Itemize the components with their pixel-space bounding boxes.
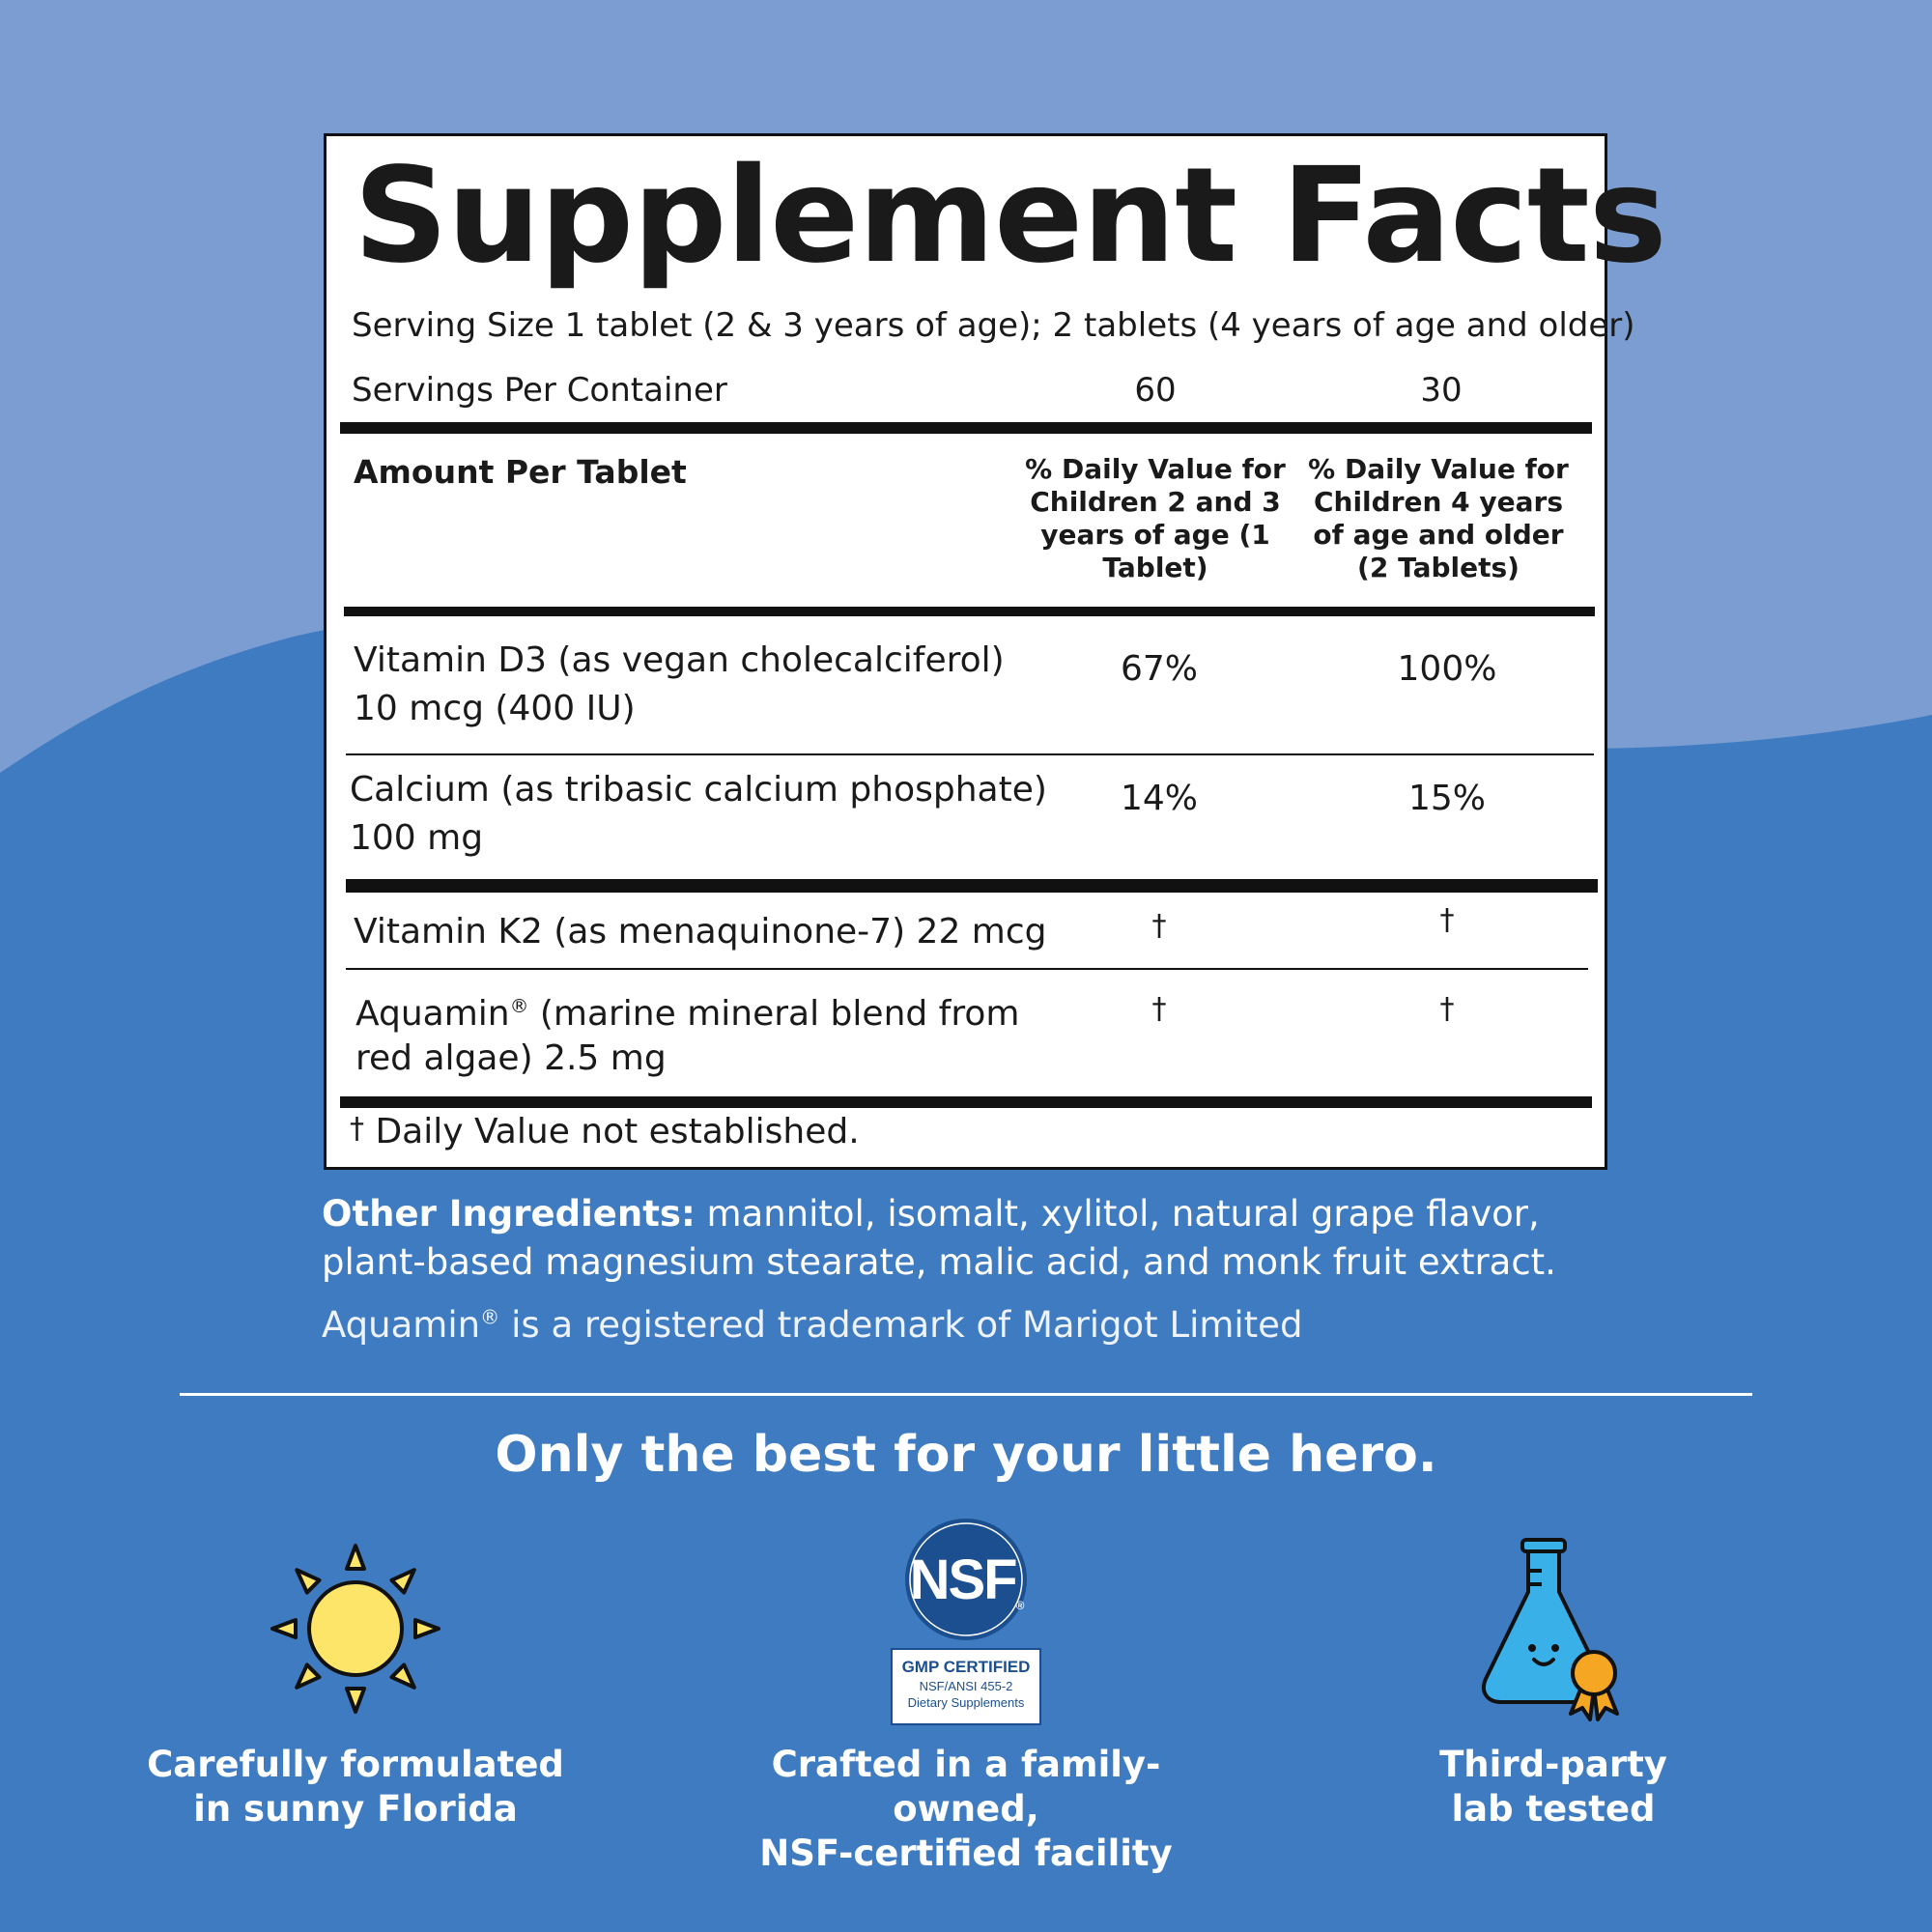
- nutrient-aquamin: Aquamin® (marine mineral blend from red …: [355, 982, 1019, 1083]
- nutrient-line: Aquamin® (marine mineral blend from: [355, 982, 1019, 1038]
- other-ingredients: Other Ingredients: mannitol, isomalt, xy…: [322, 1190, 1556, 1287]
- feature-nsf-facility: Crafted in a family-owned, NSF-certified…: [715, 1743, 1217, 1876]
- servings-per-container-kids-4-plus: 30: [1420, 371, 1463, 410]
- registered-mark: ®: [509, 995, 529, 1017]
- footnote-text: Daily Value not established.: [364, 1112, 860, 1151]
- nutrient-vitamin-k2: Vitamin K2 (as menaquinone-7) 22 mcg: [354, 908, 1047, 956]
- dv-header-kids-2-3: % Daily Value for Children 2 and 3 years…: [1025, 453, 1286, 583]
- thick-divider: [346, 879, 1598, 893]
- serving-size: Serving Size 1 tablet (2 & 3 years of ag…: [352, 306, 1635, 345]
- nsf-logo: [905, 1519, 1027, 1640]
- thin-divider: [346, 753, 1594, 755]
- dv-vitamin-k2-kids-2-3: †: [1151, 909, 1167, 943]
- registered-mark: ®: [480, 1305, 500, 1329]
- dv-vitamin-d3-kids-4-plus: 100%: [1397, 649, 1497, 689]
- panel-title: Supplement Facts: [354, 140, 1667, 293]
- feature-line: in sunny Florida: [193, 1788, 518, 1830]
- thin-divider: [346, 968, 1588, 970]
- nutrient-line: red algae) 2.5 mg: [355, 1038, 667, 1078]
- feature-line: lab tested: [1451, 1788, 1656, 1830]
- nutrient-line: 10 mcg (400 IU): [354, 689, 636, 728]
- dv-vitamin-k2-kids-4-plus: †: [1439, 903, 1455, 937]
- nutrient-calcium: Calcium (as tribasic calcium phosphate) …: [350, 766, 1047, 863]
- feature-florida: Carefully formulated in sunny Florida: [104, 1743, 607, 1832]
- thick-divider: [340, 422, 1592, 434]
- thick-divider: [344, 607, 1595, 616]
- other-ingredients-text: plant-based magnesium stearate, malic ac…: [322, 1241, 1556, 1283]
- feature-line: NSF-certified facility: [759, 1833, 1173, 1874]
- footnote: † Daily Value not established.: [350, 1112, 860, 1151]
- dv-header-kids-4-plus: % Daily Value for Children 4 years of ag…: [1308, 453, 1569, 583]
- other-ingredients-line: Other Ingredients: mannitol, isomalt, xy…: [322, 1190, 1556, 1238]
- trademark-text: is a registered trademark of Marigot Lim…: [499, 1304, 1303, 1346]
- registered-mark: ®: [1015, 1599, 1025, 1612]
- nutrient-line: Vitamin D3 (as vegan cholecalciferol): [354, 640, 1005, 680]
- nsf-letters: NSF: [909, 1548, 1018, 1611]
- trademark-note: Aquamin® is a registered trademark of Ma…: [322, 1304, 1302, 1346]
- feature-line: Carefully formulated: [147, 1744, 564, 1785]
- dagger-mark: †: [350, 1112, 364, 1146]
- amount-per-tablet-header: Amount Per Tablet: [354, 453, 687, 491]
- nsf-logo-text: NSF®: [887, 1548, 1045, 1612]
- aquamin-name: Aquamin: [355, 994, 510, 1034]
- feature-line: Third-party: [1439, 1744, 1667, 1785]
- nutrient-vitamin-d3: Vitamin D3 (as vegan cholecalciferol) 10…: [354, 637, 1005, 733]
- nutrient-line: Calcium (as tribasic calcium phosphate): [350, 770, 1047, 810]
- dv-vitamin-d3-kids-2-3: 67%: [1120, 649, 1198, 689]
- dv-calcium-kids-4-plus: 15%: [1407, 779, 1486, 818]
- thick-divider: [340, 1096, 1592, 1108]
- gmp-certified-label: GMP CERTIFIED: [901, 1658, 1031, 1676]
- dietary-supplements-label: Dietary Supplements: [907, 1695, 1025, 1710]
- other-ingredients-label: Other Ingredients:: [322, 1193, 696, 1235]
- dv-aquamin-kids-2-3: †: [1151, 992, 1167, 1026]
- other-ingredients-text: mannitol, isomalt, xylitol, natural grap…: [695, 1193, 1540, 1235]
- sun-icon: [270, 1544, 440, 1714]
- aquamin-description: (marine mineral blend from: [528, 994, 1020, 1034]
- nsf-badge-icon: NSF® GMP CERTIFIED NSF/ANSI 455-2 Dietar…: [887, 1519, 1045, 1727]
- servings-per-container-label: Servings Per Container: [352, 371, 727, 410]
- dv-calcium-kids-2-3: 14%: [1120, 779, 1198, 818]
- nutrient-line: Vitamin K2 (as menaquinone-7) 22 mcg: [354, 912, 1047, 952]
- dv-aquamin-kids-4-plus: †: [1439, 992, 1455, 1026]
- feature-line: Crafted in a family-owned,: [771, 1744, 1161, 1830]
- supplement-facts-panel: Supplement Facts Serving Size 1 tablet (…: [324, 133, 1667, 1170]
- gmp-certified-box: GMP CERTIFIED NSF/ANSI 455-2 Dietary Sup…: [891, 1648, 1041, 1725]
- nutrient-line: 100 mg: [350, 818, 484, 858]
- section-divider: [180, 1393, 1752, 1396]
- trademark-name: Aquamin: [322, 1304, 481, 1346]
- lab-flask-icon: [1482, 1538, 1619, 1721]
- servings-per-container-kids-2-3: 60: [1134, 371, 1177, 410]
- tagline: Only the best for your little hero.: [495, 1426, 1437, 1484]
- feature-lab-tested: Third-party lab tested: [1302, 1743, 1804, 1832]
- nsf-standard-label: NSF/ANSI 455-2: [919, 1679, 1013, 1693]
